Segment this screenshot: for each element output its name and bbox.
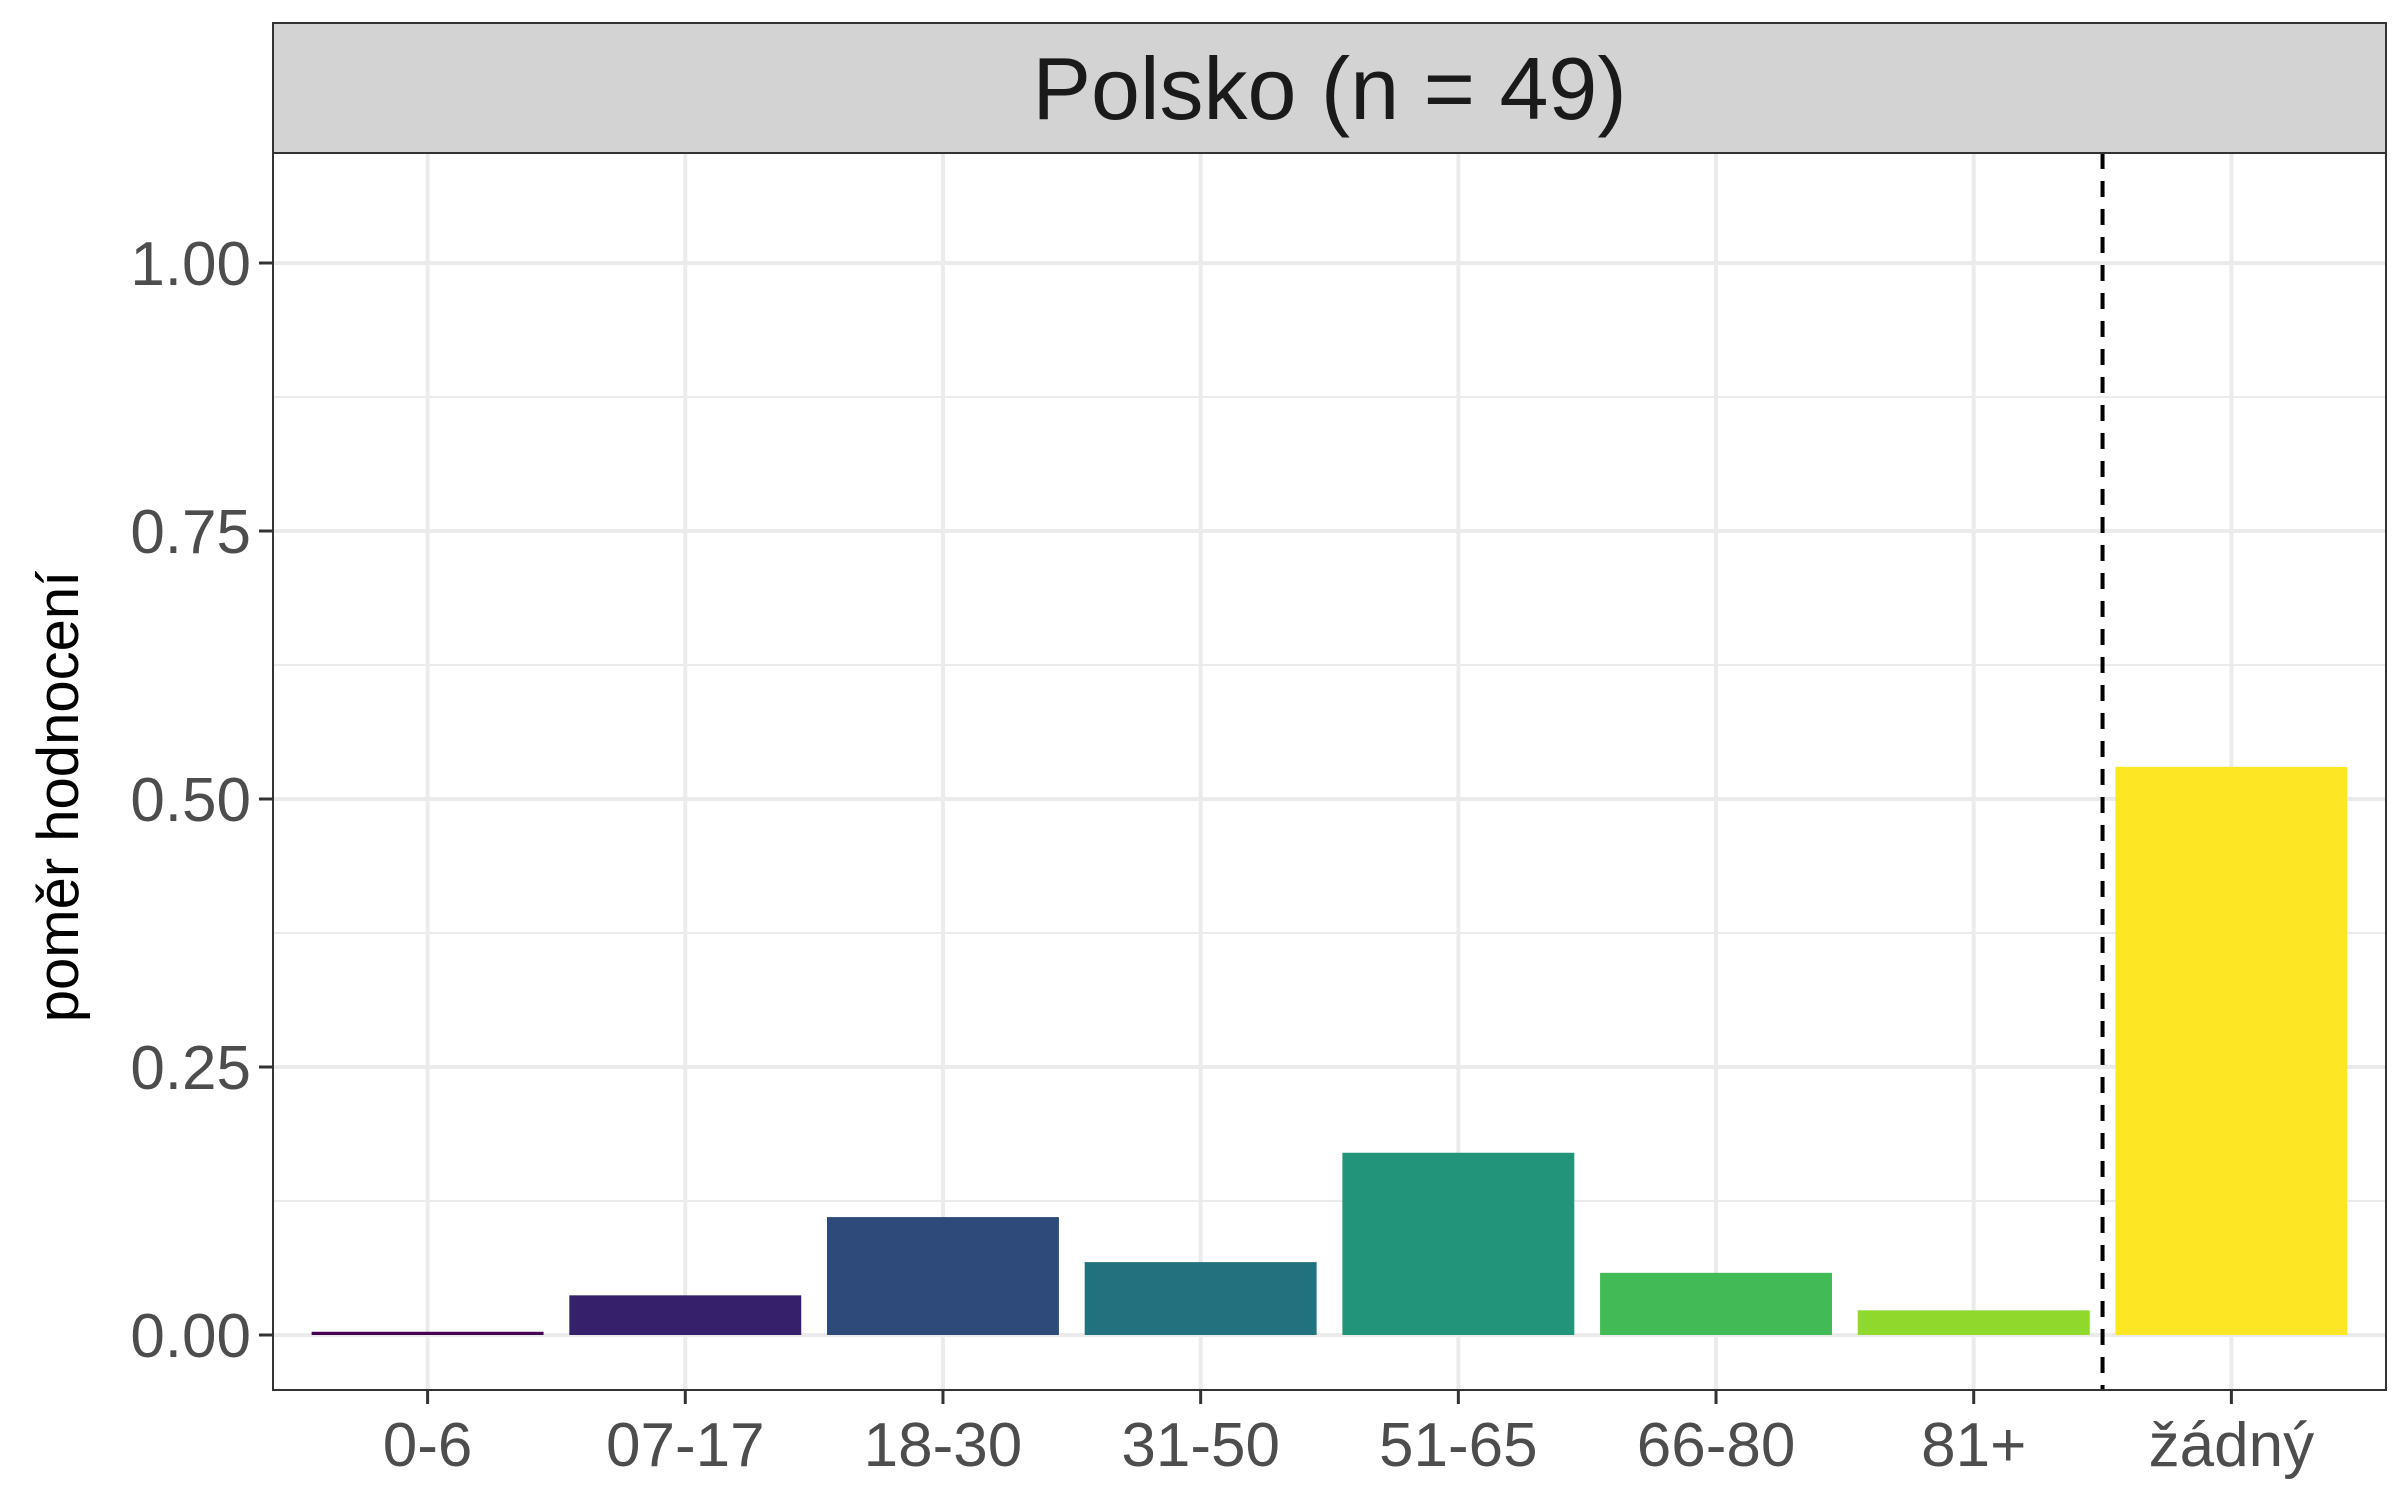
bar-31-50 [1084,1262,1317,1335]
axis-ticks: 0.00 0.25 0.50 0.75 1.00 0-6 07-17 18-30 31-50 51… [130,230,2314,1480]
y-tick-label: 0.25 [130,1034,251,1103]
y-tick-label: 0.75 [130,498,251,567]
bar-51-65 [1342,1152,1575,1335]
x-tick-label: 31-50 [1121,1411,1280,1480]
bar-66-80 [1600,1272,1832,1335]
x-tick-label: 0-6 [383,1411,473,1480]
grid-lines [273,153,2386,1390]
bar-0-6 [311,1331,544,1335]
x-tick-label: 51-65 [1379,1411,1538,1480]
y-tick-label: 1.00 [130,230,251,299]
x-tick-label: žádný [2149,1411,2314,1480]
facet-title: Polsko (n = 49) [1032,39,1626,138]
x-tick-label: 81+ [1921,1411,2026,1480]
x-tick-label: 18-30 [864,1411,1023,1480]
bar-07-17 [569,1295,802,1335]
y-tick-label: 0.50 [130,766,251,835]
y-axis-label: poměr hodnocení [26,571,91,1022]
facet-strip [272,22,2387,154]
bar-18-30 [827,1217,1059,1335]
y-tick-label: 0.00 [130,1302,251,1371]
bar-žádný [2115,766,2348,1335]
x-tick-label: 07-17 [606,1411,765,1480]
x-tick-label: 66-80 [1637,1411,1796,1480]
bar-81+ [1857,1310,2090,1335]
bars [311,766,2348,1335]
